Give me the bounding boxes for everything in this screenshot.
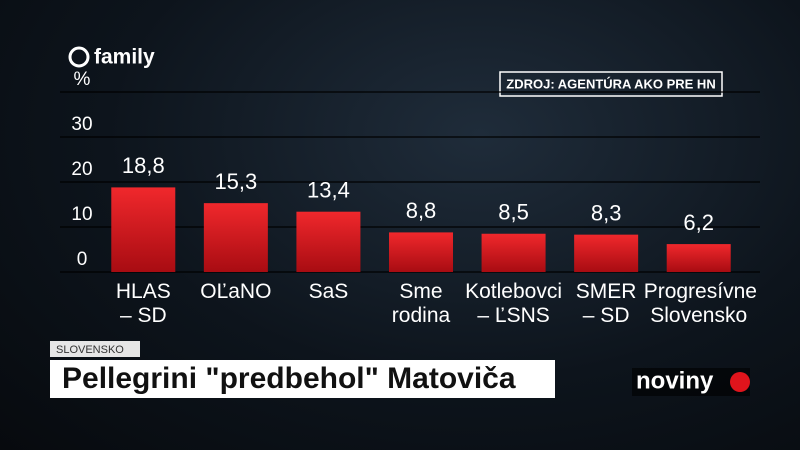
bar [481, 233, 546, 272]
y-label: % [74, 69, 91, 90]
x-tick-label: OĽaNO [200, 280, 272, 303]
show-icon [730, 372, 750, 392]
bar [389, 232, 453, 272]
x-tick-label: Progresívne Slovensko [643, 280, 757, 327]
value-label: 8,3 [591, 200, 622, 225]
y-tick-label: 20 [71, 159, 92, 180]
bar [666, 244, 731, 272]
x-tick-label: SaS [308, 280, 349, 303]
bar [574, 234, 639, 272]
show-logo: noviny [636, 367, 714, 394]
bar [111, 187, 176, 272]
headline: Pellegrini "predbehol" Matoviča [62, 362, 516, 395]
value-label: 6,2 [683, 210, 714, 235]
channel-logo: family [94, 46, 155, 69]
value-label: 8,5 [498, 200, 529, 225]
value-label: 8,8 [406, 198, 437, 223]
source: ZDROJ: AGENTÚRA AKO PRE HN [506, 76, 715, 91]
source-box [499, 71, 723, 97]
y-tick-label: 10 [71, 204, 92, 225]
y-tick-label: 30 [71, 114, 92, 135]
value-label: 18,8 [122, 153, 165, 178]
value-label: 15,3 [214, 169, 257, 194]
x-tick-label: HLAS – SD [115, 280, 171, 327]
value-label: 13,4 [307, 178, 350, 203]
x-tick-label: Sme rodina [391, 280, 451, 327]
headline-box [50, 360, 555, 398]
y-tick-label: 0 [77, 249, 88, 270]
x-tick-label: Kotlebovci – ĽSNS [465, 280, 562, 327]
section: SLOVENSKO [56, 344, 124, 356]
section-box [50, 341, 140, 357]
bar [296, 211, 361, 272]
bar [203, 203, 268, 272]
logo-icon [68, 46, 90, 68]
x-tick-label: SMER – SD [575, 280, 637, 327]
